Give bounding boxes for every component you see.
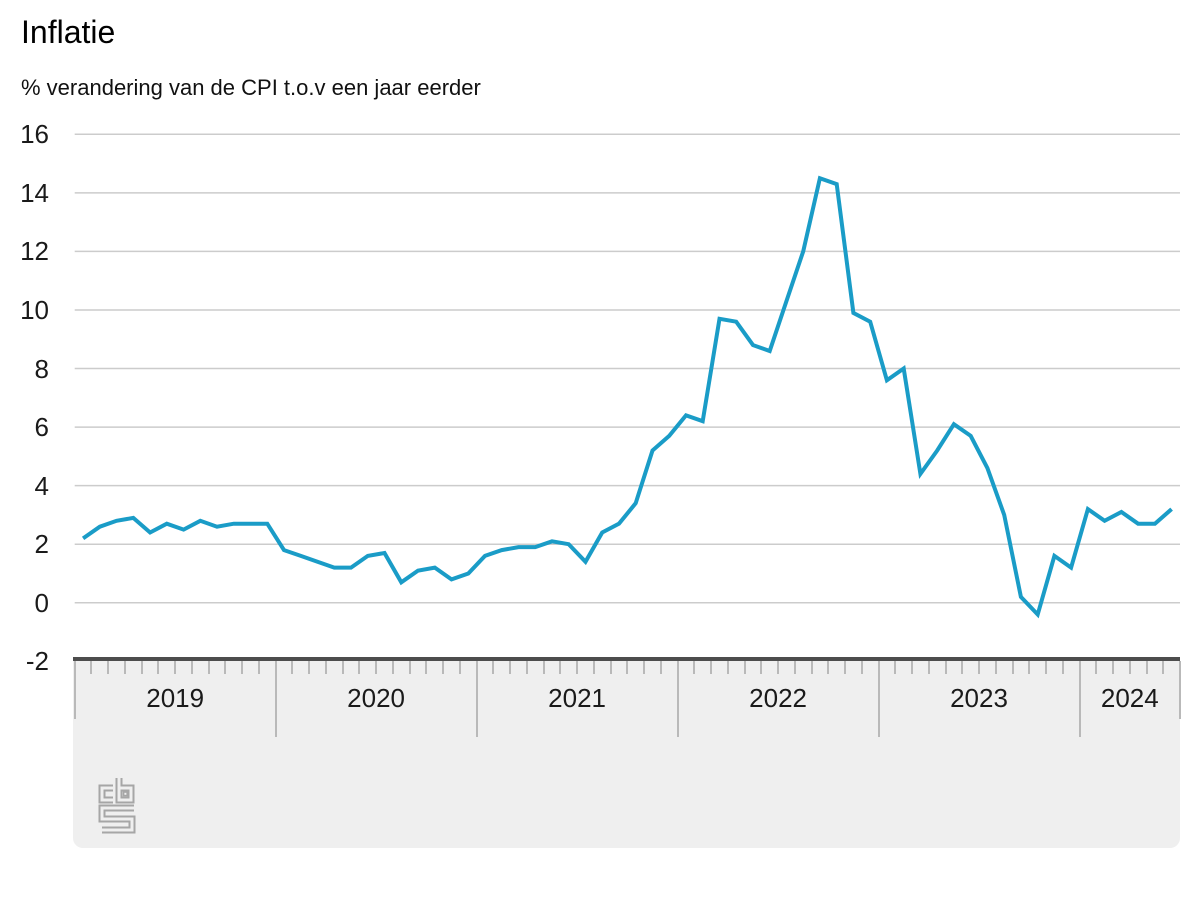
month-tick (894, 661, 897, 674)
year-divider-tick (877, 661, 880, 737)
month-tick (408, 661, 411, 674)
month-tick (844, 661, 847, 674)
month-tick (257, 661, 260, 674)
month-tick (978, 661, 980, 674)
month-tick (810, 661, 813, 674)
y-axis-tick-label: 12 (20, 236, 49, 267)
month-tick (542, 661, 545, 674)
month-tick (911, 661, 913, 674)
month-tick (994, 661, 997, 674)
month-tick (458, 661, 461, 674)
month-tick (827, 661, 830, 674)
x-axis-year-label: 2022 (749, 683, 808, 713)
month-tick (174, 661, 177, 674)
month-tick (777, 661, 780, 674)
y-axis-tick-label: 14 (20, 177, 49, 208)
month-tick (224, 661, 227, 674)
month-tick (308, 661, 311, 674)
y-axis-tick-label: 4 (34, 470, 49, 501)
x-axis-year-label: 2024 (1100, 683, 1159, 713)
month-tick (157, 661, 160, 674)
month-tick (626, 661, 629, 674)
chart-title: Inflatie (21, 14, 116, 50)
x-axis-year-label: 2021 (548, 683, 607, 713)
month-tick (961, 661, 964, 674)
month-tick (324, 661, 327, 674)
month-tick (944, 661, 947, 674)
month-tick (90, 661, 93, 674)
month-tick (760, 661, 763, 674)
month-tick (1061, 661, 1064, 674)
y-axis-tick-label: 10 (20, 295, 49, 325)
y-axis-tick-label: 6 (34, 412, 49, 443)
x-axis-line (73, 657, 1180, 661)
month-tick (190, 661, 193, 674)
month-tick (442, 661, 445, 674)
month-tick (793, 661, 796, 674)
month-tick (123, 661, 126, 674)
month-tick (559, 661, 562, 674)
month-tick (525, 661, 528, 674)
month-tick (1028, 661, 1031, 674)
y-axis-tick-label: 8 (34, 353, 49, 384)
year-divider-tick (475, 661, 478, 737)
month-tick (1162, 661, 1165, 674)
month-tick (1145, 661, 1148, 674)
month-tick (659, 661, 662, 674)
month-tick (576, 661, 579, 674)
y-axis-tick-label: 0 (34, 587, 49, 618)
chart-subtitle: % verandering van de CPI t.o.v een jaar … (21, 75, 481, 100)
month-tick (140, 661, 143, 674)
month-tick (710, 661, 713, 674)
month-tick (492, 661, 495, 674)
month-tick (241, 661, 244, 674)
month-tick (743, 661, 746, 674)
axis-edge-tick (73, 661, 76, 719)
month-tick (1045, 661, 1047, 674)
month-tick (375, 661, 378, 674)
month-tick (726, 661, 729, 674)
x-axis-year-label: 2023 (950, 683, 1008, 713)
month-tick (643, 661, 646, 674)
year-divider-tick (274, 661, 277, 737)
y-axis-tick-label: 16 (20, 119, 49, 150)
inflation-line-series (81, 175, 1173, 619)
year-divider-tick (676, 661, 679, 737)
month-tick (358, 661, 361, 674)
month-tick (1112, 661, 1114, 674)
month-tick (207, 661, 210, 674)
x-axis-band: 2019 2020 2021 2022 2023 2024 (73, 661, 1181, 848)
month-tick (291, 661, 294, 674)
y-axis-tick-label: 2 (34, 529, 49, 560)
month-tick (1011, 661, 1014, 674)
x-axis-year-label: 2019 (146, 683, 205, 713)
month-tick (425, 661, 428, 674)
axis-edge-tick (1179, 661, 1181, 719)
month-tick (609, 661, 612, 674)
cbs-logo (98, 778, 136, 834)
month-tick (693, 661, 696, 674)
month-tick (860, 661, 863, 674)
month-tick (107, 661, 110, 674)
month-tick (1095, 661, 1098, 674)
month-tick (1128, 661, 1131, 674)
month-tick (927, 661, 930, 674)
month-tick (509, 661, 512, 674)
month-tick (341, 661, 344, 674)
month-tick (391, 661, 394, 674)
y-axis-tick-label: -2 (25, 646, 49, 677)
year-divider-tick (1078, 661, 1081, 737)
month-tick (592, 661, 595, 674)
x-axis-year-label: 2020 (347, 683, 406, 713)
